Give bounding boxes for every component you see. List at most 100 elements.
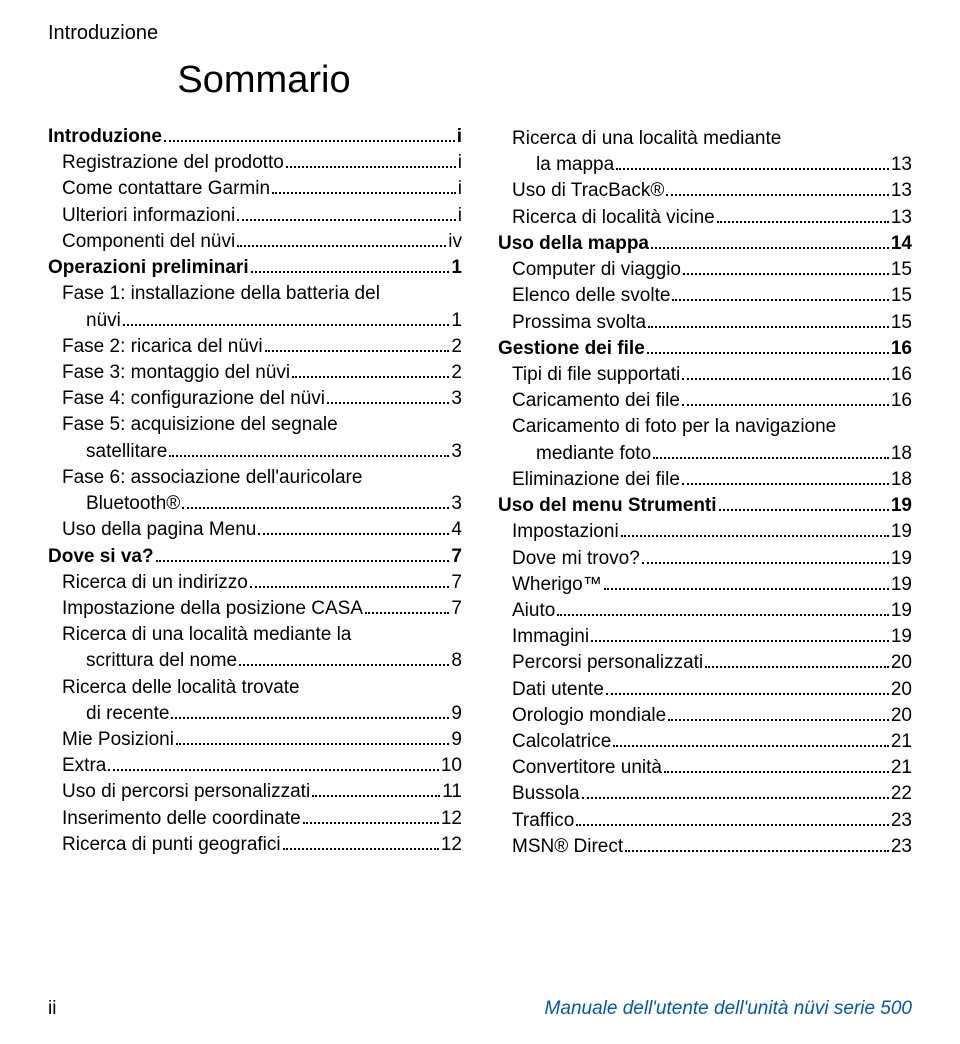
toc-page-number: 4 — [451, 517, 462, 543]
toc-label: Computer di viaggio — [512, 257, 681, 283]
toc-page-number: 19 — [891, 519, 912, 545]
toc-page-number: i — [458, 150, 462, 176]
toc-label: Prossima svolta — [512, 310, 646, 336]
toc-label: Dove mi trovo? — [512, 546, 640, 572]
toc-leader-dots — [705, 666, 889, 668]
toc-entry: Dati utente20 — [498, 677, 912, 703]
toc-label: Fase 1: installazione della batteria del — [62, 281, 380, 307]
toc-label: satellitare — [86, 439, 167, 465]
toc-entry: Uso di TracBack®13 — [498, 178, 912, 204]
toc-label: Gestione dei file — [498, 336, 645, 362]
toc-entry: Orologio mondiale20 — [498, 703, 912, 729]
toc-leader-dots — [604, 588, 889, 590]
toc-label: Introduzione — [48, 124, 162, 150]
page-number: ii — [48, 998, 56, 1020]
toc-page-number: 20 — [891, 677, 912, 703]
toc-column-right: Ricerca di una località mediantela mappa… — [498, 124, 912, 860]
toc-label: la mappa — [536, 152, 614, 178]
toc-page-number: 23 — [891, 808, 912, 834]
toc-leader-dots — [717, 221, 889, 223]
toc-leader-dots — [365, 612, 449, 614]
toc-leader-dots — [606, 693, 889, 695]
toc-label: Fase 5: acquisizione del segnale — [62, 412, 338, 438]
toc-label: Ulteriori informazioni — [62, 203, 235, 229]
toc-page-number: 18 — [891, 467, 912, 493]
toc-leader-dots — [303, 822, 439, 824]
toc-label: Elenco delle svolte — [512, 283, 670, 309]
toc-page-number: 19 — [891, 572, 912, 598]
toc-entry: Ricerca di una località mediante — [498, 126, 912, 152]
toc-label: Calcolatrice — [512, 729, 611, 755]
toc-page-number: i — [458, 203, 462, 229]
toc-page-number: 15 — [891, 257, 912, 283]
toc-leader-dots — [156, 560, 450, 562]
toc-label: Wherigo™ — [512, 572, 602, 598]
toc-leader-dots — [237, 219, 456, 221]
toc-label: Ricerca di un indirizzo — [62, 570, 248, 596]
toc-leader-dots — [265, 350, 450, 352]
toc-leader-dots — [258, 533, 449, 535]
toc-leader-dots — [557, 614, 889, 616]
toc-leader-dots — [171, 717, 449, 719]
toc-label: Uso della mappa — [498, 231, 649, 257]
toc-entry: Ricerca di un indirizzo7 — [48, 570, 462, 596]
toc-leader-dots — [108, 769, 439, 771]
toc-entry: Eliminazione dei file18 — [498, 467, 912, 493]
toc-entry-continuation: satellitare3 — [48, 439, 462, 465]
toc-page-number: 19 — [891, 624, 912, 650]
toc-page-number: 16 — [891, 362, 912, 388]
toc-label: Aiuto — [512, 598, 555, 624]
toc-leader-dots — [591, 640, 889, 642]
toc-label: nüvi — [86, 308, 121, 334]
toc-leader-dots — [182, 507, 449, 509]
toc-label: Ricerca di una località mediante la — [62, 622, 351, 648]
toc-leader-dots — [176, 743, 449, 745]
toc-label: Immagini — [512, 624, 589, 650]
toc-entry: Fase 3: montaggio del nüvi2 — [48, 360, 462, 386]
toc-label: Fase 3: montaggio del nüvi — [62, 360, 290, 386]
toc-columns: IntroduzioneiRegistrazione del prodottoi… — [48, 124, 912, 860]
toc-entry: Impostazioni19 — [498, 519, 912, 545]
page-footer: ii Manuale dell'utente dell'unità nüvi s… — [48, 998, 912, 1020]
toc-page-number: 1 — [451, 255, 462, 281]
toc-page-number: 19 — [891, 546, 912, 572]
toc-page-number: 15 — [891, 283, 912, 309]
toc-label: Come contattare Garmin — [62, 176, 270, 202]
toc-label: Orologio mondiale — [512, 703, 666, 729]
toc-page-number: 13 — [891, 205, 912, 231]
toc-label: Inserimento delle coordinate — [62, 806, 301, 832]
toc-leader-dots — [642, 562, 889, 564]
toc-label: Traffico — [512, 808, 574, 834]
toc-leader-dots — [292, 376, 449, 378]
toc-page-number: 12 — [441, 806, 462, 832]
toc-leader-dots — [283, 848, 439, 850]
toc-leader-dots — [327, 402, 449, 404]
toc-page-number: i — [457, 124, 462, 150]
toc-entry: Percorsi personalizzati20 — [498, 650, 912, 676]
toc-page-number: 8 — [451, 648, 462, 674]
toc-entry: Caricamento di foto per la navigazione — [498, 414, 912, 440]
toc-entry: Inserimento delle coordinate 12 — [48, 806, 462, 832]
toc-label: Impostazione della posizione CASA — [62, 596, 363, 622]
toc-entry: Fase 2: ricarica del nüvi2 — [48, 334, 462, 360]
toc-leader-dots — [682, 483, 889, 485]
toc-page-number: 20 — [891, 650, 912, 676]
toc-label: Ricerca di punti geografici — [62, 832, 281, 858]
toc-entry: Operazioni preliminari 1 — [48, 255, 462, 281]
toc-page-number: 15 — [891, 310, 912, 336]
toc-leader-dots — [682, 378, 889, 380]
toc-label: Operazioni preliminari — [48, 255, 249, 281]
toc-page-number: 9 — [451, 727, 462, 753]
toc-page-number: 12 — [441, 832, 462, 858]
page-title: Sommario — [48, 59, 480, 102]
toc-label: Dove si va? — [48, 544, 154, 570]
toc-leader-dots — [648, 326, 889, 328]
toc-leader-dots — [621, 535, 889, 537]
toc-entry: Fase 1: installazione della batteria del — [48, 281, 462, 307]
toc-leader-dots — [647, 352, 889, 354]
toc-entry: Mie Posizioni9 — [48, 727, 462, 753]
toc-page-number: 11 — [442, 779, 462, 805]
toc-leader-dots — [250, 586, 450, 588]
toc-label: Fase 4: configurazione del nüvi — [62, 386, 325, 412]
toc-entry: Traffico 23 — [498, 808, 912, 834]
